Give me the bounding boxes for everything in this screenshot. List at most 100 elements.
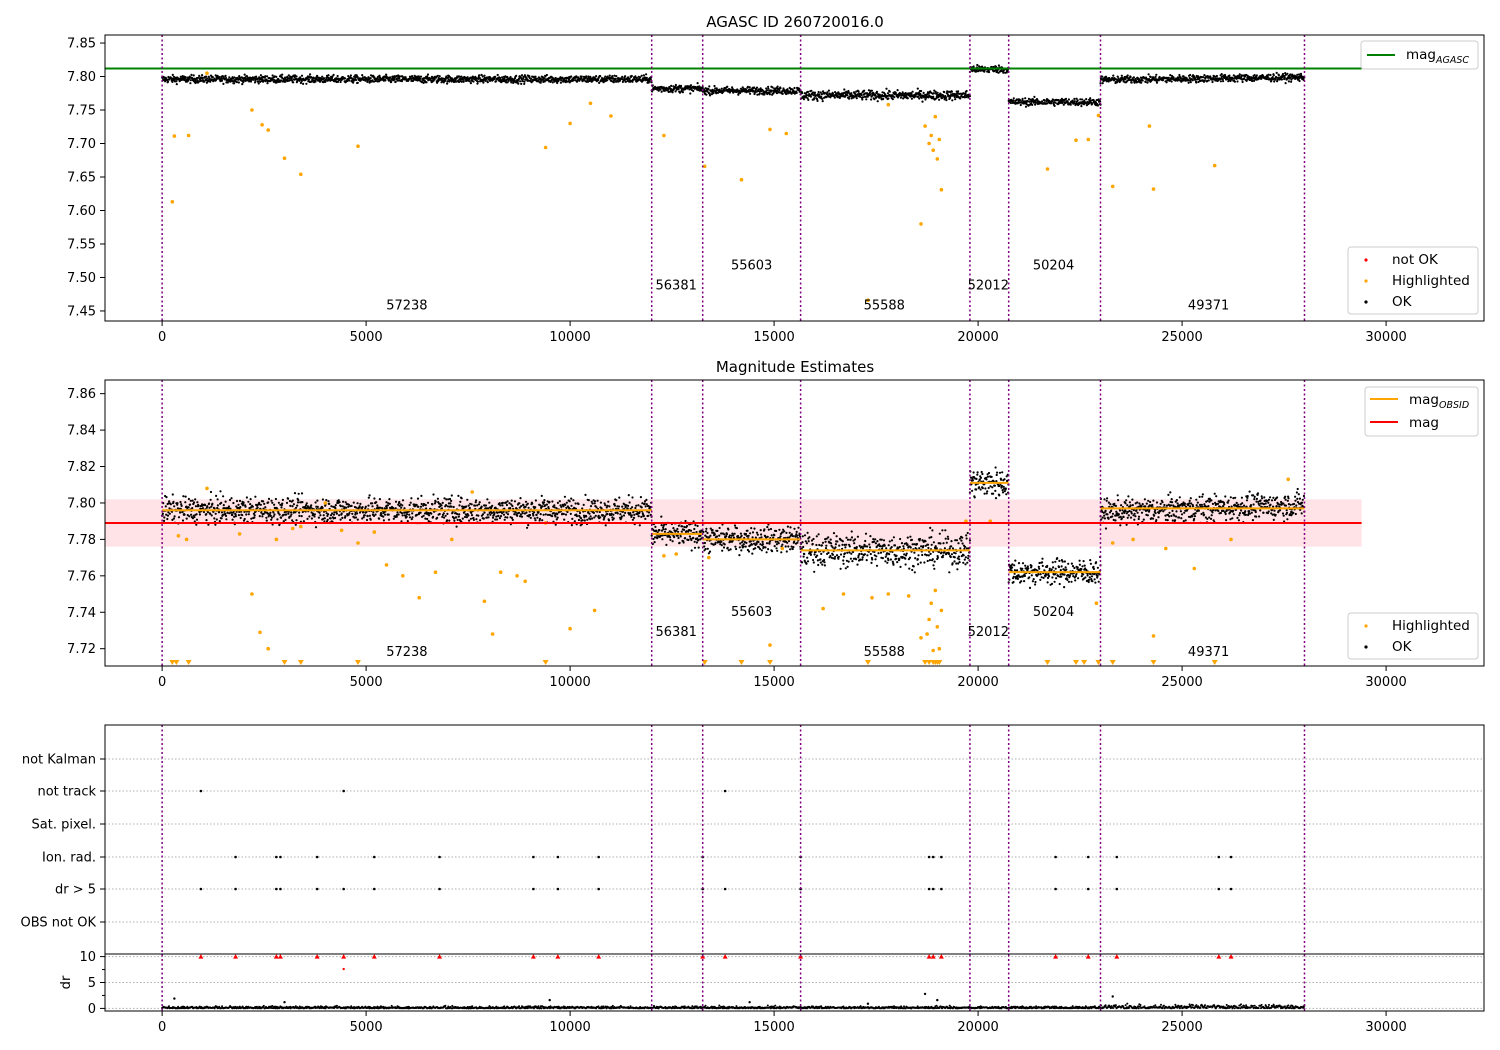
ok-point: [339, 505, 342, 508]
highlighted-point: [260, 123, 264, 127]
ok-point: [1241, 80, 1244, 84]
ok-point: [1041, 100, 1044, 103]
ok-point: [693, 546, 697, 549]
ok-point: [520, 74, 524, 77]
ok-point: [400, 511, 403, 515]
highlighted-point: [939, 187, 944, 192]
ok-point: [663, 530, 667, 533]
ok-point: [615, 75, 618, 78]
ok-point: [314, 526, 318, 529]
obsid-label: 55588: [864, 299, 905, 314]
ok-point: [558, 500, 561, 503]
ok-point: [450, 494, 453, 497]
ok-point: [769, 527, 773, 531]
ok-point: [734, 545, 737, 548]
ok-point: [385, 73, 388, 76]
y-tick-label: 7.80: [67, 70, 96, 85]
ok-point: [751, 531, 755, 534]
ok-point: [779, 535, 782, 538]
ok-point: [723, 543, 726, 546]
obsid-label: 50204: [1033, 258, 1074, 273]
ok-point: [763, 528, 766, 531]
ok-point: [541, 519, 544, 522]
ok-point: [608, 505, 611, 508]
ok-point: [539, 513, 542, 516]
ok-point: [382, 519, 385, 522]
ok-point: [1002, 71, 1005, 74]
ok-point: [477, 503, 481, 506]
ok-point: [302, 82, 305, 85]
ok-point: [446, 519, 449, 522]
ok-point: [1222, 80, 1225, 83]
ok-point: [352, 81, 355, 84]
ok-point: [486, 498, 489, 501]
ok-point: [247, 513, 250, 516]
ok-point: [750, 543, 754, 546]
ok-point: [728, 91, 732, 94]
ok-point: [362, 516, 365, 519]
ok-point: [891, 98, 894, 101]
ok-point: [798, 535, 802, 538]
ok-point: [226, 81, 229, 84]
ok-point: [606, 512, 609, 516]
ok-point: [542, 513, 545, 516]
ok-point: [644, 517, 647, 521]
ok-point: [560, 505, 563, 508]
ok-point: [1024, 97, 1027, 100]
ok-point: [761, 543, 765, 546]
ok-point: [637, 504, 640, 507]
ok-point: [401, 499, 405, 502]
obsid-label: 52012: [968, 279, 1009, 294]
ok-point: [444, 514, 447, 517]
ok-point: [165, 496, 168, 499]
ok-point: [420, 502, 423, 506]
ok-point: [426, 75, 429, 78]
ok-point: [577, 518, 581, 522]
ok-point: [247, 500, 250, 503]
highlighted-point: [739, 177, 744, 182]
ok-point: [406, 520, 409, 523]
panel-title: AGASC ID 260720016.0: [706, 13, 884, 31]
ok-point: [390, 80, 393, 83]
ok-point: [816, 99, 819, 102]
ok-point: [692, 536, 695, 539]
ok-point: [652, 537, 655, 541]
ok-point: [310, 504, 313, 507]
ok-point: [204, 504, 207, 507]
ok-point: [501, 504, 504, 507]
ok-point: [796, 541, 799, 544]
ok-point: [510, 81, 513, 84]
ok-point: [233, 82, 236, 85]
highlighted-point: [588, 101, 593, 106]
ok-point: [224, 77, 228, 80]
ok-point: [687, 538, 690, 542]
ok-point: [554, 76, 557, 80]
ok-point: [400, 506, 403, 509]
ok-point: [518, 502, 521, 505]
ok-point: [302, 520, 305, 523]
ok-point: [438, 512, 441, 516]
ok-point: [205, 519, 208, 522]
ok-point: [789, 548, 792, 551]
ok-point: [761, 540, 764, 544]
ok-point: [749, 92, 752, 95]
ok-point: [920, 89, 923, 93]
ok-point: [175, 83, 178, 86]
ok-point: [201, 507, 204, 510]
ok-point: [599, 516, 602, 519]
ok-point: [975, 70, 978, 73]
ok-point: [617, 505, 621, 508]
ok-point: [319, 514, 322, 517]
ok-point: [533, 517, 536, 520]
ok-point: [197, 504, 200, 508]
ok-point: [540, 494, 543, 497]
ok-point: [290, 513, 293, 516]
ok-point: [436, 516, 439, 520]
ok-point: [497, 514, 500, 518]
ok-point: [621, 505, 624, 508]
ok-point: [1021, 97, 1024, 100]
ok-point: [676, 534, 679, 537]
ok-point: [708, 550, 712, 553]
ok-point: [633, 513, 636, 516]
ok-point: [886, 92, 890, 95]
